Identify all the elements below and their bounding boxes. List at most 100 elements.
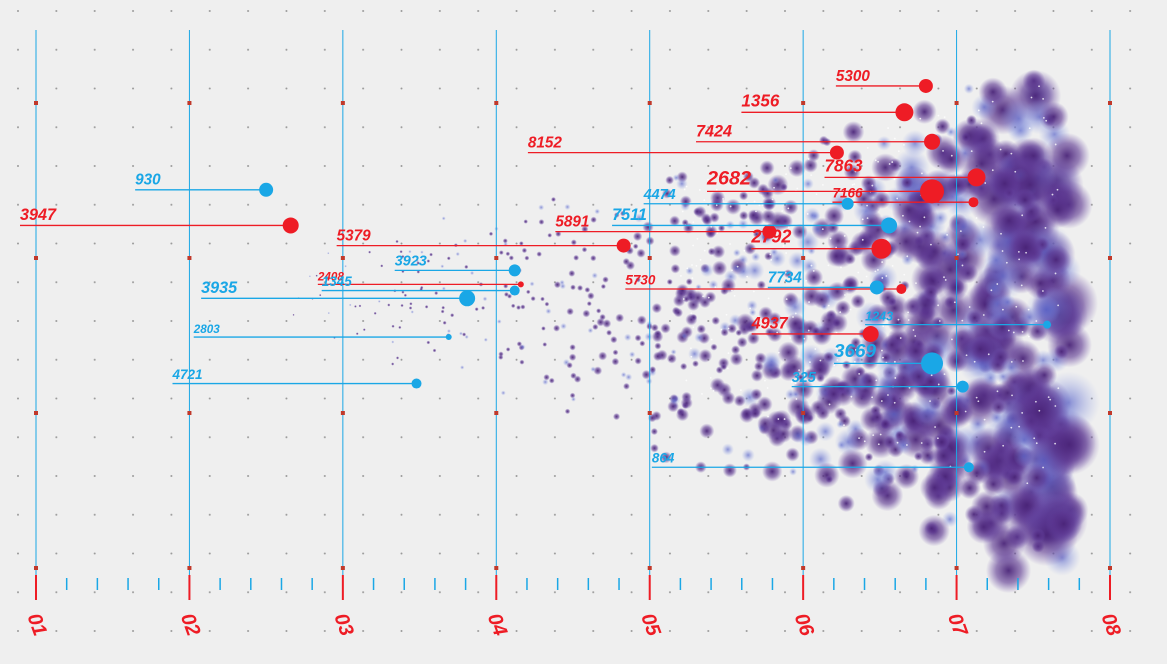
- particle: [502, 238, 508, 244]
- particle: [747, 332, 760, 345]
- sparkle: [881, 277, 884, 279]
- sparkle: [982, 226, 985, 228]
- particle: [660, 323, 671, 334]
- y-tick: [187, 566, 192, 570]
- sparkle: [999, 148, 1002, 151]
- sparkle: [893, 178, 896, 181]
- particle: [355, 332, 359, 336]
- particle: [745, 260, 765, 281]
- sparkle: [690, 355, 693, 358]
- sparkle: [1033, 437, 1036, 440]
- sparkle: [1049, 398, 1052, 401]
- particle: [837, 494, 855, 513]
- particle: [401, 254, 405, 259]
- sparkle: [785, 252, 788, 254]
- particle: [823, 205, 845, 227]
- particle: [709, 377, 726, 393]
- sparkle: [692, 244, 694, 247]
- particle: [520, 304, 526, 310]
- particle: [864, 347, 881, 365]
- particle: [398, 325, 402, 330]
- sparkle: [1054, 442, 1057, 445]
- particle: [726, 323, 737, 334]
- sparkle: [819, 359, 822, 362]
- sparkle: [984, 182, 987, 184]
- sparkle: [715, 204, 718, 207]
- sparkle: [764, 379, 766, 382]
- sparkle: [766, 387, 769, 389]
- sparkle: [716, 232, 719, 235]
- particle: [720, 328, 729, 337]
- sparkle: [977, 109, 980, 112]
- particle: [403, 293, 408, 297]
- sparkle: [1010, 152, 1013, 155]
- particle: [358, 304, 362, 308]
- particle: [498, 250, 504, 256]
- particle: [441, 216, 446, 221]
- sparkle: [850, 395, 853, 398]
- particle: [999, 294, 1016, 311]
- particle: [395, 239, 399, 244]
- sparkle: [907, 319, 910, 321]
- particle: [783, 269, 793, 279]
- sparkle: [797, 278, 800, 281]
- particle: [635, 276, 641, 283]
- sparkle: [695, 264, 698, 267]
- particle: [408, 306, 413, 310]
- sparkle: [950, 154, 953, 157]
- particle: [566, 307, 574, 316]
- particle: [581, 225, 589, 233]
- sparkle: [701, 392, 703, 395]
- particle: [1030, 528, 1046, 544]
- particle: [666, 353, 677, 364]
- particle: [984, 248, 1009, 273]
- particle: [730, 345, 741, 355]
- particle: [682, 295, 690, 303]
- sparkle: [937, 383, 940, 386]
- particle: [462, 332, 467, 337]
- sparkle: [771, 198, 774, 201]
- point: [616, 238, 631, 253]
- sparkle: [858, 437, 860, 440]
- particle: [694, 332, 705, 343]
- sparkle: [796, 187, 799, 190]
- sparkle: [862, 352, 864, 354]
- particle: [819, 310, 839, 330]
- sparkle: [875, 379, 878, 382]
- point: [841, 197, 854, 210]
- sparkle: [881, 261, 884, 263]
- particle: [634, 213, 644, 223]
- particle: [592, 323, 599, 331]
- particle: [387, 303, 391, 307]
- sparkle: [851, 183, 854, 186]
- particle: [887, 312, 908, 333]
- particle: [910, 392, 946, 428]
- particle: [791, 390, 800, 399]
- sparkle: [916, 231, 919, 234]
- particle: [864, 466, 892, 494]
- particle: [434, 291, 439, 296]
- particle: [750, 388, 763, 401]
- particle: [400, 303, 404, 308]
- point: [895, 103, 914, 122]
- particle: [711, 316, 721, 326]
- particle: [426, 340, 431, 345]
- sparkle: [973, 360, 976, 363]
- sparkle: [1042, 290, 1044, 292]
- y-tick: [340, 411, 345, 415]
- sparkle: [1035, 320, 1038, 322]
- y-tick: [34, 411, 38, 415]
- y-tick: [954, 101, 959, 105]
- sparkle: [827, 264, 830, 267]
- sparkle: [1047, 396, 1050, 399]
- particle: [636, 248, 646, 258]
- particle: [964, 505, 984, 524]
- point: [509, 285, 520, 296]
- particle: [634, 334, 642, 342]
- particle: [642, 221, 654, 233]
- particle: [742, 171, 754, 183]
- particle: [344, 264, 347, 268]
- y-tick: [801, 566, 806, 570]
- particle: [690, 290, 705, 305]
